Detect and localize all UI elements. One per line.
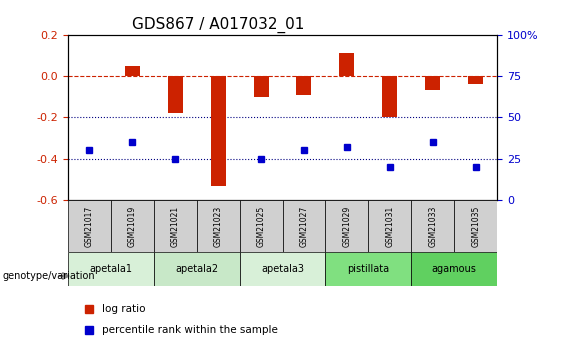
Text: apetala1: apetala1 bbox=[89, 264, 132, 274]
FancyBboxPatch shape bbox=[454, 200, 497, 252]
Text: apetala2: apetala2 bbox=[175, 264, 218, 274]
FancyBboxPatch shape bbox=[411, 252, 497, 286]
FancyBboxPatch shape bbox=[325, 200, 368, 252]
Text: GDS867 / A017032_01: GDS867 / A017032_01 bbox=[132, 17, 305, 33]
Text: apetala3: apetala3 bbox=[261, 264, 304, 274]
Text: GSM21029: GSM21029 bbox=[342, 205, 351, 247]
FancyBboxPatch shape bbox=[111, 200, 154, 252]
FancyBboxPatch shape bbox=[282, 200, 325, 252]
Text: GSM21021: GSM21021 bbox=[171, 205, 180, 247]
FancyBboxPatch shape bbox=[411, 200, 454, 252]
Text: log ratio: log ratio bbox=[102, 304, 146, 314]
Text: GSM21017: GSM21017 bbox=[85, 205, 94, 247]
Text: GSM21031: GSM21031 bbox=[385, 205, 394, 247]
Text: genotype/variation: genotype/variation bbox=[3, 271, 95, 281]
Text: agamous: agamous bbox=[432, 264, 477, 274]
FancyBboxPatch shape bbox=[325, 252, 411, 286]
Bar bbox=[168, 76, 182, 113]
FancyBboxPatch shape bbox=[368, 200, 411, 252]
FancyBboxPatch shape bbox=[240, 252, 325, 286]
Bar bbox=[468, 76, 483, 84]
Text: pistillata: pistillata bbox=[347, 264, 389, 274]
Text: GSM21035: GSM21035 bbox=[471, 205, 480, 247]
Text: GSM21033: GSM21033 bbox=[428, 205, 437, 247]
Text: percentile rank within the sample: percentile rank within the sample bbox=[102, 325, 278, 335]
Text: GSM21019: GSM21019 bbox=[128, 205, 137, 247]
Bar bbox=[340, 53, 354, 76]
FancyBboxPatch shape bbox=[68, 200, 111, 252]
Bar bbox=[425, 76, 440, 90]
Bar bbox=[254, 76, 268, 97]
Text: GSM21025: GSM21025 bbox=[257, 205, 266, 247]
FancyBboxPatch shape bbox=[154, 252, 240, 286]
FancyBboxPatch shape bbox=[68, 252, 154, 286]
FancyBboxPatch shape bbox=[154, 200, 197, 252]
Bar bbox=[297, 76, 311, 95]
Bar bbox=[211, 76, 225, 186]
FancyBboxPatch shape bbox=[197, 200, 240, 252]
FancyBboxPatch shape bbox=[240, 200, 282, 252]
Text: GSM21023: GSM21023 bbox=[214, 205, 223, 247]
Bar bbox=[125, 66, 140, 76]
Bar bbox=[383, 76, 397, 117]
Text: GSM21027: GSM21027 bbox=[299, 205, 308, 247]
